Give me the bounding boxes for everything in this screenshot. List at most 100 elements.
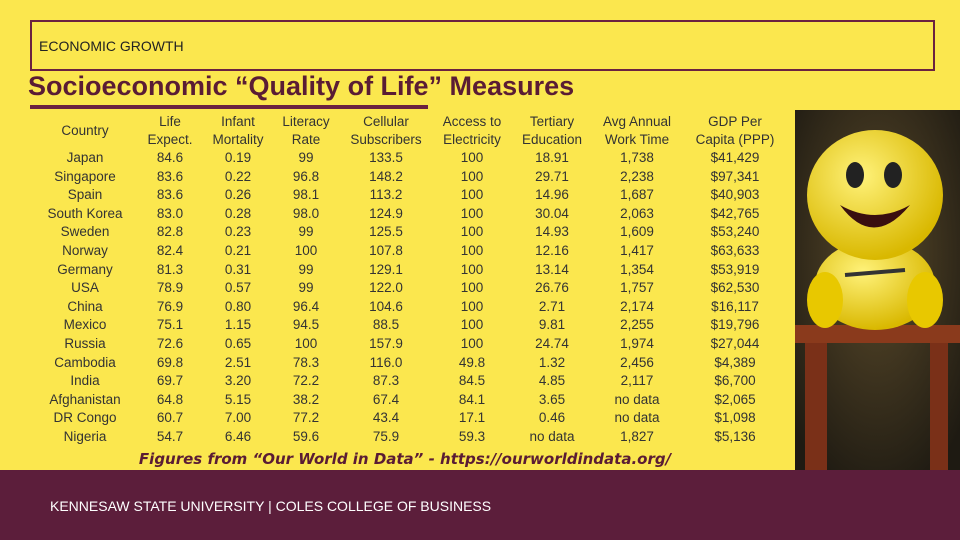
table-cell: 2,174 [620,298,654,314]
title-rule [30,105,428,109]
column-header: Expect. [147,132,193,147]
table-cell: 1,417 [620,243,654,258]
column-header: Life [159,114,181,129]
table-cell: 60.7 [156,410,184,426]
table-cell: 59.6 [292,429,320,444]
table-cell: 84.1 [458,391,486,407]
column-header: Infant [221,114,255,129]
table-cell: 18.91 [535,150,569,165]
table-cell: 100 [460,280,484,296]
table-cell: Mexico [63,317,107,333]
table-cell: 99 [298,224,314,240]
table-cell: 0.57 [224,280,252,296]
table-cell: 77.2 [292,410,320,426]
table-cell: Germany [57,261,113,277]
table-cell: 100 [460,298,484,314]
table-cell: 100 [460,317,484,333]
table-cell: South Korea [47,205,123,221]
column-header: Avg Annual [602,114,672,129]
table-cell: $16,117 [711,298,759,314]
table-cell: 107.8 [369,243,403,258]
table-cell: $41,429 [710,150,760,165]
table-cell: 100 [460,168,484,184]
smiley-photo [795,110,960,470]
table-cell: $5,136 [714,429,756,444]
table-cell: 1,757 [620,280,654,296]
table-cell: 99 [298,150,314,165]
table-cell: 75.1 [156,317,184,333]
table-cell: 78.3 [292,354,320,370]
table-cell: $2,065 [714,391,756,407]
table-cell: 2,063 [620,205,654,221]
column-header: Electricity [443,132,501,147]
table-cell: 2,238 [620,168,654,184]
table-cell: $53,919 [710,261,760,277]
column-header: Capita (PPP) [695,132,775,147]
table-cell: 7.00 [224,410,252,426]
table-cell: 3.65 [538,391,566,407]
table-cell: India [70,373,100,389]
column-header: Access to [442,114,502,129]
table-cell: 1,827 [620,429,654,444]
table-cell: 72.2 [292,373,320,389]
table-cell: $6,700 [714,373,756,389]
table-cell: 0.21 [224,243,252,258]
column-header: Subscribers [350,132,422,147]
table-cell: $62,530 [710,280,760,296]
table-cell: 98.0 [292,205,320,221]
table-cell: 76.9 [156,298,184,314]
table-cell: Singapore [54,168,116,184]
table-cell: 83.6 [156,187,184,203]
column-header: GDP Per [708,114,762,129]
table-cell: 100 [460,224,484,240]
table-cell: 30.04 [535,205,569,221]
table-cell: 1,609 [620,224,654,240]
table-cell: $97,341 [710,168,760,184]
table-cell: 54.7 [156,429,184,444]
table-cell: 0.46 [538,410,566,426]
table-cell: 78.9 [156,280,184,296]
table-cell: 100 [460,150,484,165]
column-header: Country [61,123,109,138]
table-cell: $1,098 [714,410,756,426]
table-cell: 26.76 [535,280,569,296]
table-cell: 87.3 [372,373,400,389]
table-cell: 67.4 [372,391,400,407]
table-cell: $27,044 [710,336,760,351]
table-cell: 113.2 [369,187,403,203]
table-cell: 96.4 [292,298,320,314]
table-cell: no data [614,410,660,426]
table-cell: 84.6 [156,150,184,165]
table-cell: $40,903 [710,187,760,203]
table-cell: 1,974 [620,336,654,351]
table-cell: 1.15 [224,317,252,333]
table-cell: Sweden [60,224,110,240]
column-header: Rate [291,132,321,147]
table-cell: Cambodia [54,354,116,370]
table-cell: Spain [67,187,103,203]
table-cell: 0.80 [224,298,252,314]
table-cell: 29.71 [535,168,569,184]
table-cell: 0.65 [224,336,252,351]
table-cell: 99 [298,261,314,277]
table-cell: 81.3 [156,261,184,277]
table-cell: $42,765 [710,205,760,221]
table-cell: 100 [460,336,484,351]
table-cell: DR Congo [53,410,117,426]
table-cell: 2,117 [620,373,654,389]
table-cell: 75.9 [372,429,400,444]
table-cell: 14.96 [535,187,569,203]
table-cell: 14.93 [535,224,569,240]
table-cell: 3.20 [224,373,252,389]
table-cell: 83.0 [156,205,184,221]
table-cell: USA [71,280,99,296]
table-cell: 1,354 [620,261,654,277]
table-cell: 9.81 [538,317,566,333]
table-cell: 84.5 [458,373,486,389]
column-header: Work Time [604,132,670,147]
table-cell: 104.6 [369,298,403,314]
table-cell: 2,255 [620,317,654,333]
table-cell: 94.5 [292,317,320,333]
table-cell: 1,738 [620,150,654,165]
